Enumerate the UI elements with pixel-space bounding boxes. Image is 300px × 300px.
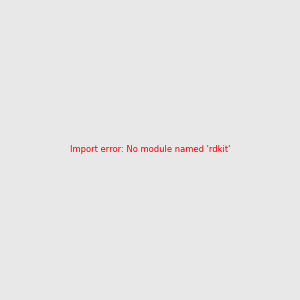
Text: Import error: No module named 'rdkit': Import error: No module named 'rdkit': [70, 146, 230, 154]
